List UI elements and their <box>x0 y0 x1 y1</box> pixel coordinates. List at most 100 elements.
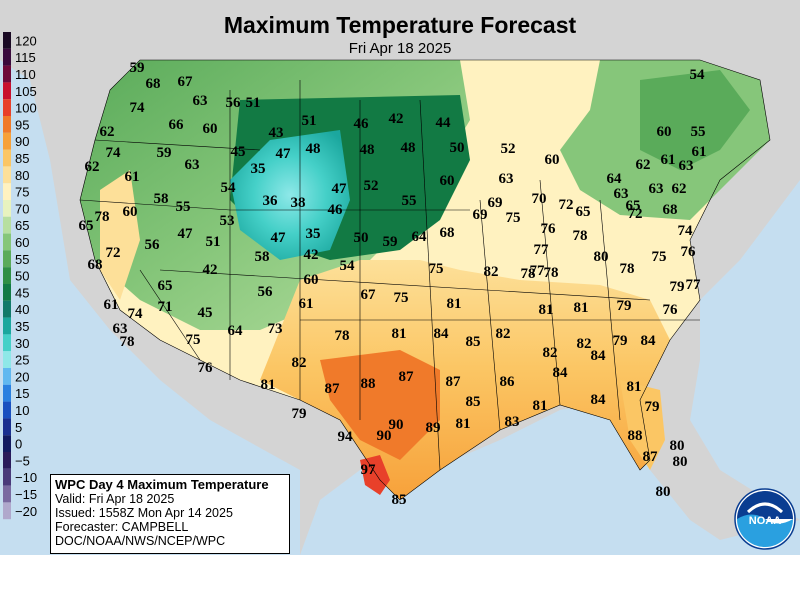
temperature-legend: 1201151101051009590858075706560555045403… <box>3 32 37 520</box>
temperature-label: 80 <box>673 454 688 470</box>
legend-label: 65 <box>15 218 29 233</box>
temperature-label: 73 <box>268 321 283 337</box>
temperature-label: 55 <box>691 124 706 140</box>
legend-swatch <box>3 502 11 520</box>
legend-swatch <box>3 384 11 402</box>
temperature-label: 58 <box>154 191 169 207</box>
legend-swatch <box>3 116 11 133</box>
temperature-label: 75 <box>186 332 201 348</box>
temperature-label: 84 <box>591 348 607 364</box>
temperature-label: 85 <box>466 334 481 350</box>
legend-label: 95 <box>15 117 29 132</box>
temperature-label: 63 <box>649 181 664 197</box>
temperature-label: 84 <box>641 333 657 349</box>
info-agency: DOC/NOAA/NWS/NCEP/WPC <box>55 534 226 548</box>
temperature-label: 55 <box>402 193 417 209</box>
temperature-label: 35 <box>306 226 321 242</box>
temperature-label: 64 <box>607 171 623 187</box>
legend-label: 80 <box>15 168 29 183</box>
temperature-label: 81 <box>392 326 407 342</box>
legend-label: 30 <box>15 336 29 351</box>
temperature-label: 79 <box>670 279 685 295</box>
temperature-label: 81 <box>533 398 548 414</box>
temperature-label: 78 <box>544 265 559 281</box>
forecast-info-box: WPC Day 4 Maximum Temperature Valid: Fri… <box>50 474 290 554</box>
temperature-label: 48 <box>401 140 416 156</box>
temperature-label: 52 <box>364 178 379 194</box>
info-valid: Valid: Fri Apr 18 2025 <box>55 492 175 506</box>
temperature-label: 68 <box>663 202 678 218</box>
temperature-label: 90 <box>389 417 404 433</box>
temperature-label: 72 <box>559 197 574 213</box>
temperature-label: 64 <box>228 323 244 339</box>
temperature-label: 56 <box>145 237 161 253</box>
temperature-label: 60 <box>545 152 560 168</box>
temperature-label: 47 <box>332 181 348 197</box>
temperature-label: 68 <box>440 225 455 241</box>
temperature-label: 74 <box>106 145 122 161</box>
temperature-label: 58 <box>255 249 270 265</box>
temperature-label: 60 <box>203 121 218 137</box>
temperature-label: 78 <box>620 261 635 277</box>
temperature-label: 87 <box>446 374 462 390</box>
legend-swatch <box>3 99 11 116</box>
temperature-label: 84 <box>591 392 607 408</box>
legend-swatch <box>3 418 11 436</box>
temperature-label: 80 <box>670 438 685 454</box>
temperature-label: 47 <box>178 226 194 242</box>
legend-label: 15 <box>15 386 29 401</box>
temperature-label: 60 <box>123 204 138 220</box>
gulf-of-mexico <box>300 400 800 555</box>
legend-label: 120 <box>15 33 37 48</box>
temperature-label: 78 <box>573 228 588 244</box>
temperature-label: 63 <box>113 321 128 337</box>
legend-swatch <box>3 65 11 83</box>
temperature-label: 82 <box>577 336 592 352</box>
temperature-label: 54 <box>221 180 237 196</box>
legend-label: 5 <box>15 420 22 435</box>
temperature-label: 60 <box>304 272 319 288</box>
legend-label: 35 <box>15 319 29 334</box>
info-heading: WPC Day 4 Maximum Temperature <box>55 477 269 492</box>
temperature-label: 81 <box>539 302 554 318</box>
temperature-label: 77 <box>686 277 702 293</box>
temperature-label: 74 <box>130 100 146 116</box>
legend-label: 75 <box>15 185 29 200</box>
temperature-label: 89 <box>426 420 441 436</box>
temperature-label: 82 <box>484 264 499 280</box>
temperature-label: 68 <box>146 76 161 92</box>
temperature-label: 79 <box>292 406 307 422</box>
temperature-label: 72 <box>628 206 643 222</box>
temperature-label: 78 <box>521 266 536 282</box>
legend-swatch <box>3 216 11 234</box>
temperature-label: 63 <box>679 158 694 174</box>
temperature-label: 74 <box>128 306 144 322</box>
temperature-label: 42 <box>304 247 319 263</box>
temperature-label: 50 <box>450 140 465 156</box>
temperature-label: 45 <box>198 305 213 321</box>
temperature-label: 81 <box>261 377 276 393</box>
legend-label: 90 <box>15 134 29 149</box>
temperature-label: 63 <box>499 171 514 187</box>
legend-swatch <box>3 149 11 167</box>
map-date: Fri Apr 18 2025 <box>349 40 452 57</box>
temperature-label: 79 <box>617 298 632 314</box>
temperature-label: 53 <box>220 213 235 229</box>
temperature-label: 87 <box>643 449 659 465</box>
legend-swatch <box>3 317 11 335</box>
temperature-label: 59 <box>157 145 172 161</box>
legend-label: 50 <box>15 269 29 284</box>
noaa-logo-icon: NOAA <box>734 488 796 550</box>
legend-swatch <box>3 368 11 385</box>
legend-label: 55 <box>15 252 29 267</box>
temperature-label: 81 <box>447 296 462 312</box>
temperature-label: 43 <box>269 125 284 141</box>
temperature-label: 80 <box>594 249 609 265</box>
temperature-label: 76 <box>663 302 679 318</box>
temperature-label: 62 <box>672 181 687 197</box>
legend-swatch <box>3 351 11 368</box>
legend-swatch <box>3 267 11 284</box>
temperature-label: 56 <box>258 284 274 300</box>
legend-label: 85 <box>15 151 29 166</box>
